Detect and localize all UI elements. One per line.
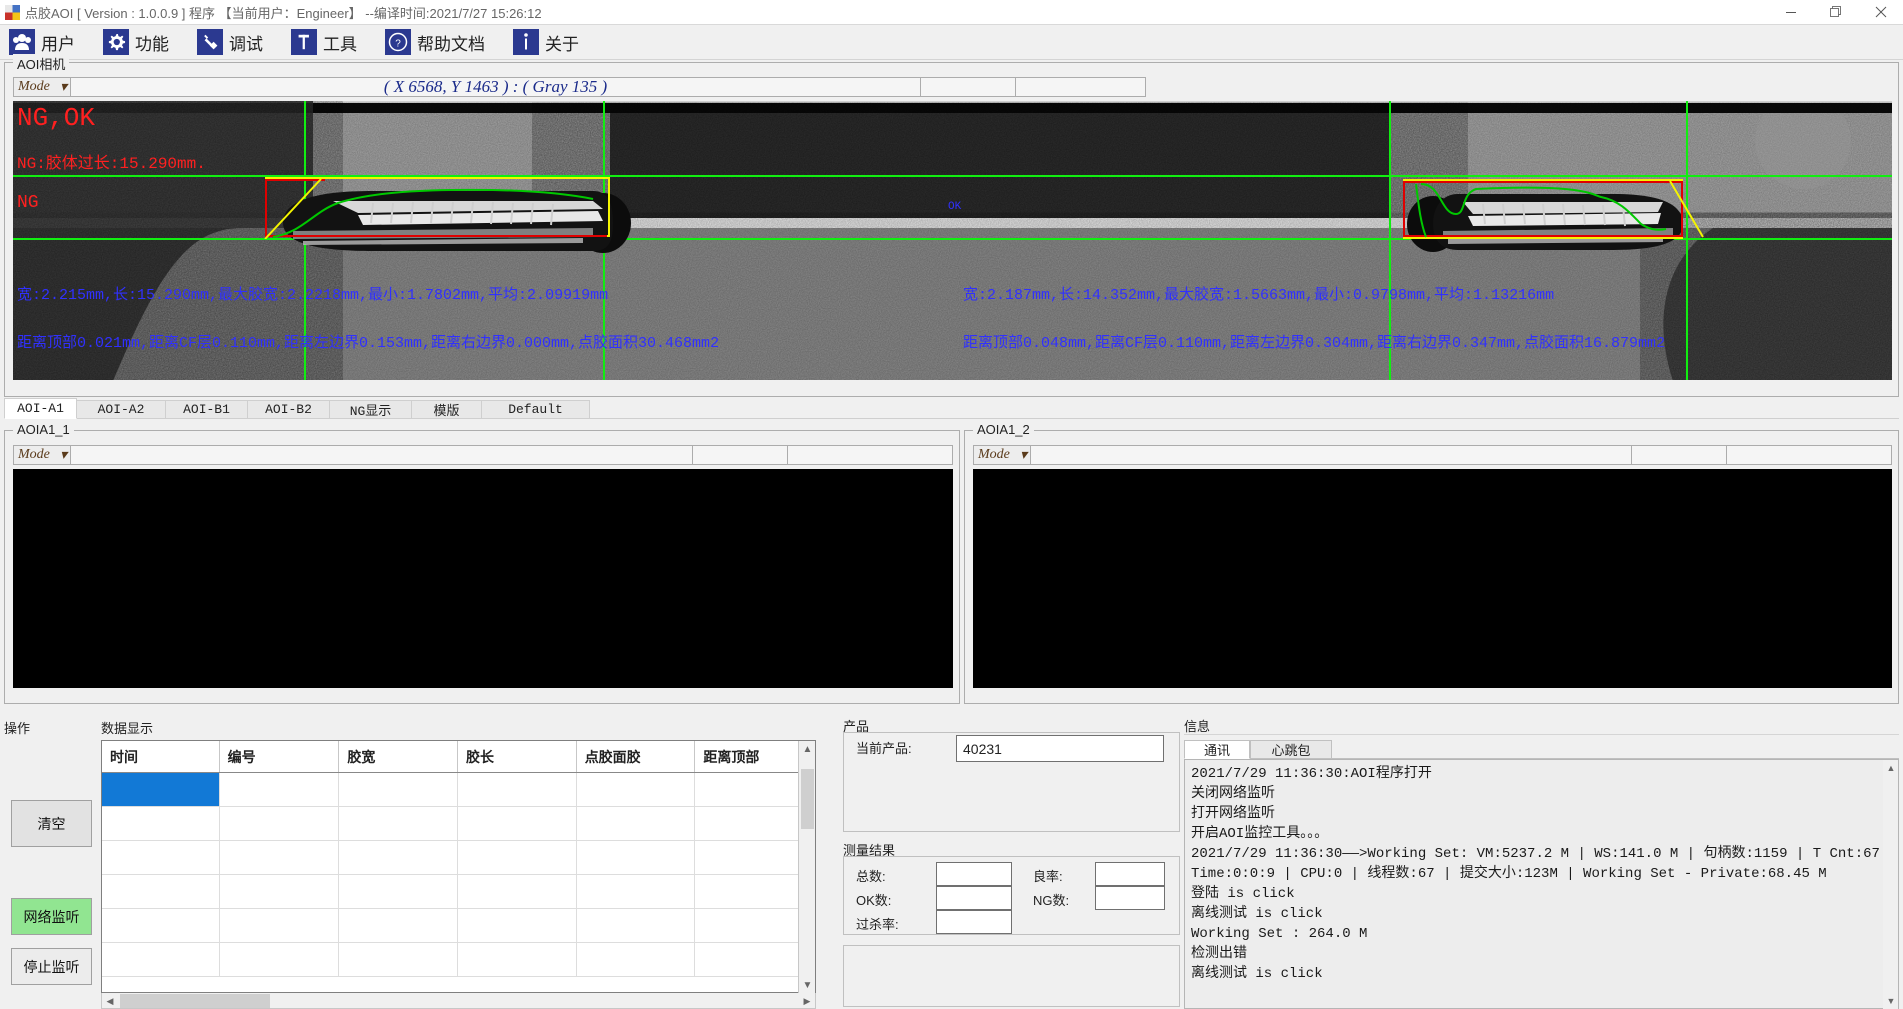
svg-text:?: ? (395, 39, 401, 50)
